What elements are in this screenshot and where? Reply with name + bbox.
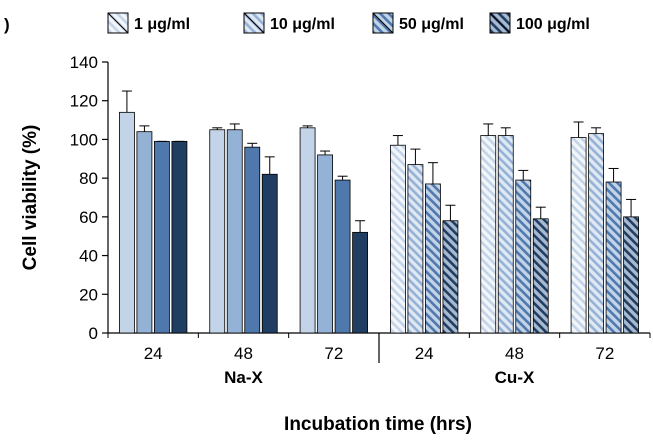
bar-Cu-X-48-4 [532, 218, 549, 334]
y-tick-label: 100 [70, 130, 98, 149]
axes: 0 20 40 60 80 100 120 140 [70, 53, 651, 363]
bar-Cu-X-72-1 [570, 137, 587, 334]
bar-Cu-X-72-3 [605, 181, 622, 334]
y-tick-label: 80 [79, 169, 98, 188]
bars [119, 90, 639, 334]
bar-Cu-X-72-4 [623, 216, 639, 334]
group-label: Na-X [224, 368, 263, 387]
x-tick-label: 24 [415, 344, 434, 363]
bar-Na-X-48-4 [261, 173, 278, 334]
legend-swatch-diagonal [107, 12, 129, 34]
bar-Na-X-24-1 [119, 111, 135, 334]
group-label: Cu-X [495, 368, 535, 387]
legend-swatch-diagonal [489, 12, 511, 34]
y-tick-label: 60 [79, 208, 98, 227]
bar-Cu-X-72-2 [588, 133, 604, 334]
bar-Na-X-72-1 [299, 127, 316, 334]
y-tick-label: 140 [70, 53, 98, 72]
x-tick-label: 48 [234, 344, 253, 363]
bar-Na-X-24-2 [136, 131, 153, 334]
bar-Cu-X-24-4 [442, 220, 459, 334]
legend-label: 100 μg/ml [516, 16, 590, 33]
bar-Cu-X-24-2 [407, 164, 424, 334]
y-tick-label: 40 [79, 247, 98, 266]
x-axis-title: Incubation time (hrs) [284, 414, 472, 435]
bar-Cu-X-24-3 [425, 183, 441, 334]
legend-label: 1 μg/ml [134, 16, 190, 33]
bar-Na-X-24-4 [171, 140, 188, 334]
x-tick-label: 24 [144, 344, 163, 363]
x-tick-label: 48 [505, 344, 524, 363]
y-tick-label: 120 [70, 92, 98, 111]
y-tick-label: 20 [79, 285, 98, 304]
y-axis-title: Cell viability (%) [20, 125, 41, 271]
bar-Cu-X-48-2 [497, 135, 514, 334]
bar-Na-X-24-3 [154, 140, 170, 334]
bar-Cu-X-48-1 [480, 135, 497, 334]
x-tick-labels: 24 48 72 Na-X 24 48 72 Cu-X [144, 344, 615, 387]
x-tick-label: 72 [324, 344, 343, 363]
legend-swatch-diagonal [372, 12, 394, 34]
legend-label: 50 μg/ml [399, 16, 464, 33]
bar-Na-X-48-2 [226, 129, 243, 334]
bar-Na-X-72-3 [334, 179, 351, 334]
bar-Cu-X-24-1 [390, 144, 406, 334]
panel-label: ) [4, 15, 10, 34]
bar-Na-X-48-1 [209, 129, 226, 334]
bar-Na-X-72-2 [317, 154, 333, 334]
legend-label: 10 μg/ml [270, 16, 335, 33]
bar-Cu-X-48-3 [515, 179, 532, 334]
legend-swatch-diagonal [243, 12, 265, 34]
bar-Na-X-72-4 [352, 231, 368, 334]
bar-Na-X-48-3 [244, 146, 261, 334]
legend: 1 μg/ml 10 μg/ml 50 μg/ml 100 μg/ml [107, 12, 590, 34]
x-tick-label: 72 [595, 344, 614, 363]
y-tick-label: 0 [89, 324, 98, 343]
